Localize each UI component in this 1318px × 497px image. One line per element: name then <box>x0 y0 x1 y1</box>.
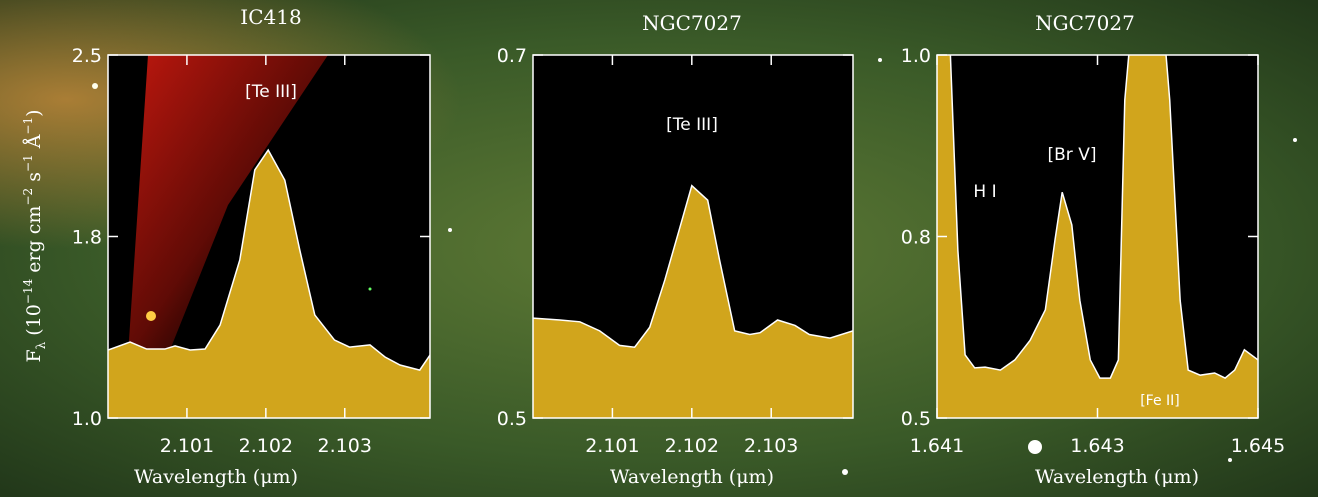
y-tick-label: 0.5 <box>497 408 527 430</box>
star <box>842 469 848 475</box>
y-label-part: −1 <box>21 117 35 135</box>
x-tick-label: 2.102 <box>239 435 293 457</box>
y-tick-label: 2.5 <box>72 45 102 67</box>
line-annotation: H I <box>973 182 996 202</box>
x-axis-label: Wavelength (μm) <box>610 466 774 488</box>
spectrum-line <box>949 55 1258 379</box>
x-axis-label: Wavelength (μm) <box>1035 466 1199 488</box>
y-tick-label: 1.0 <box>901 45 931 67</box>
x-tick-label: 2.101 <box>585 435 639 457</box>
y-tick-label: 0.7 <box>497 45 527 67</box>
y-label-part: −1 <box>21 154 35 172</box>
y-label-part: Å <box>23 134 45 154</box>
nebula-glow <box>128 55 328 355</box>
plot-background <box>937 55 1258 418</box>
x-axis-label: Wavelength (μm) <box>134 466 298 488</box>
x-tick-label: 1.645 <box>1231 435 1285 457</box>
panel-title: NGC7027 <box>642 11 742 35</box>
y-label-part: F <box>23 349 45 362</box>
plot-area <box>533 184 853 418</box>
panel-title: NGC7027 <box>1035 11 1135 35</box>
nebula-star <box>368 287 372 291</box>
star <box>1228 458 1232 462</box>
line-annotation: [Br V] <box>1048 145 1097 165</box>
spectrum-area <box>533 185 853 418</box>
y-label-part: λ <box>34 341 48 349</box>
star <box>1293 138 1297 142</box>
plot-area <box>108 55 430 418</box>
y-label-part: −14 <box>21 278 35 304</box>
x-tick-label: 1.641 <box>910 435 964 457</box>
star <box>92 83 98 89</box>
y-tick-label: 0.8 <box>901 227 931 249</box>
spectrum-line <box>108 148 430 371</box>
spectrum-area <box>108 150 430 418</box>
x-tick-label: 2.103 <box>744 435 798 457</box>
y-axis-label: Fλ (10−14 erg cm−2 s−1 Å−1) <box>21 109 48 362</box>
y-tick-label: 0.5 <box>901 408 931 430</box>
y-label-part: s <box>23 172 45 188</box>
y-label-part: erg cm <box>23 206 45 279</box>
x-tick-label: 2.102 <box>665 435 719 457</box>
star <box>878 58 882 62</box>
y-label-part: −2 <box>21 188 35 206</box>
line-annotation: [Te III] <box>666 115 718 135</box>
stars <box>92 58 1297 475</box>
line-annotation: [Fe II] <box>1140 393 1180 409</box>
spectrum-area <box>937 55 1258 418</box>
y-tick-label: 1.8 <box>72 227 102 249</box>
x-tick-label: 2.103 <box>318 435 372 457</box>
y-tick-label: 1.0 <box>72 408 102 430</box>
nebula-star <box>146 311 156 321</box>
panel-title: IC418 <box>240 5 301 29</box>
x-tick-label: 2.101 <box>160 435 214 457</box>
star <box>448 228 452 232</box>
spectrum-line <box>533 184 853 349</box>
x-tick-label: 1.643 <box>1070 435 1124 457</box>
star <box>1028 440 1042 454</box>
line-annotation: [Te III] <box>245 82 297 102</box>
y-label-part: ) <box>23 109 45 116</box>
plot-frame <box>532 54 854 419</box>
plot-area <box>937 55 1258 418</box>
y-label-part: (10 <box>23 304 45 342</box>
